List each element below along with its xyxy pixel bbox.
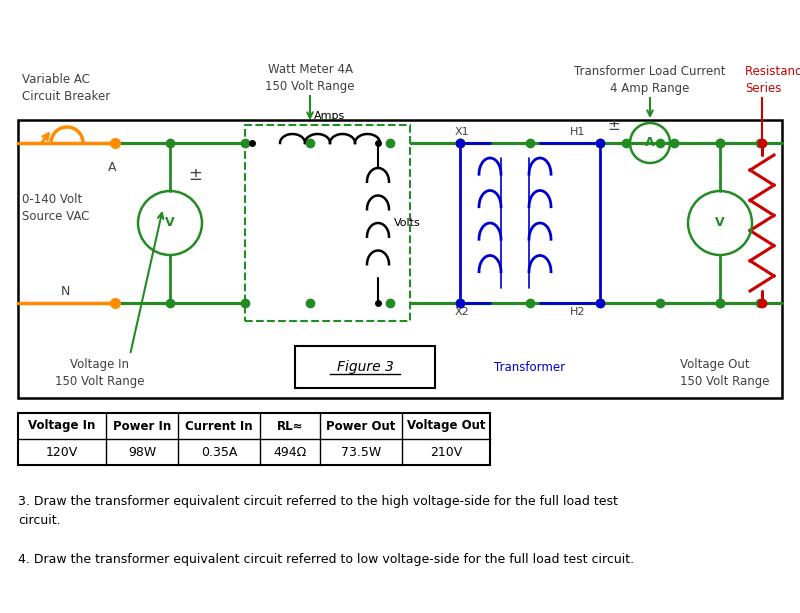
Text: 3. Draw the transformer equivalent circuit referred to the high voltage-side for: 3. Draw the transformer equivalent circu… <box>18 495 618 527</box>
Text: Voltage Out
150 Volt Range: Voltage Out 150 Volt Range <box>680 358 770 388</box>
Text: Voltage In: Voltage In <box>28 419 96 433</box>
Bar <box>295 346 435 388</box>
Text: A: A <box>108 161 116 174</box>
Text: 4. Draw the transformer equivalent circuit referred to low voltage-side for the : 4. Draw the transformer equivalent circu… <box>18 553 634 566</box>
Text: Amps: Amps <box>314 111 346 121</box>
Text: Transformer: Transformer <box>494 361 566 374</box>
Text: Transformer Load Current
4 Amp Range: Transformer Load Current 4 Amp Range <box>574 65 726 95</box>
Text: N: N <box>60 285 70 298</box>
Text: Resistance Load
Series: Resistance Load Series <box>745 65 800 95</box>
Text: RL≈: RL≈ <box>277 419 303 433</box>
Text: Power In: Power In <box>113 419 171 433</box>
Bar <box>18 413 490 465</box>
Text: V: V <box>715 216 725 229</box>
Text: X1: X1 <box>454 127 470 137</box>
Text: 0-140 Volt
Source VAC: 0-140 Volt Source VAC <box>22 193 90 223</box>
Text: 73.5W: 73.5W <box>341 446 381 459</box>
Text: H2: H2 <box>570 307 586 317</box>
Text: Variable AC
Circuit Breaker: Variable AC Circuit Breaker <box>22 73 110 103</box>
Text: 98W: 98W <box>128 446 156 459</box>
Text: V: V <box>165 216 175 229</box>
Text: Voltage In
150 Volt Range: Voltage In 150 Volt Range <box>55 358 145 388</box>
Text: Current In: Current In <box>185 419 253 433</box>
Text: X2: X2 <box>454 307 470 317</box>
Text: 120V: 120V <box>46 446 78 459</box>
Text: Power Out: Power Out <box>326 419 396 433</box>
Text: 210V: 210V <box>430 446 462 459</box>
Text: Figure 3: Figure 3 <box>337 360 394 374</box>
Text: ±: ± <box>188 166 202 184</box>
Text: Volts: Volts <box>394 218 421 228</box>
Text: ±: ± <box>608 118 620 133</box>
Text: Voltage Out: Voltage Out <box>406 419 486 433</box>
Text: Watt Meter 4A
150 Volt Range: Watt Meter 4A 150 Volt Range <box>266 63 354 93</box>
Text: 494Ω: 494Ω <box>274 446 306 459</box>
Bar <box>18 120 782 398</box>
Text: H1: H1 <box>570 127 586 137</box>
Text: 0.35A: 0.35A <box>201 446 237 459</box>
Bar <box>245 125 410 321</box>
Text: A: A <box>645 137 655 150</box>
